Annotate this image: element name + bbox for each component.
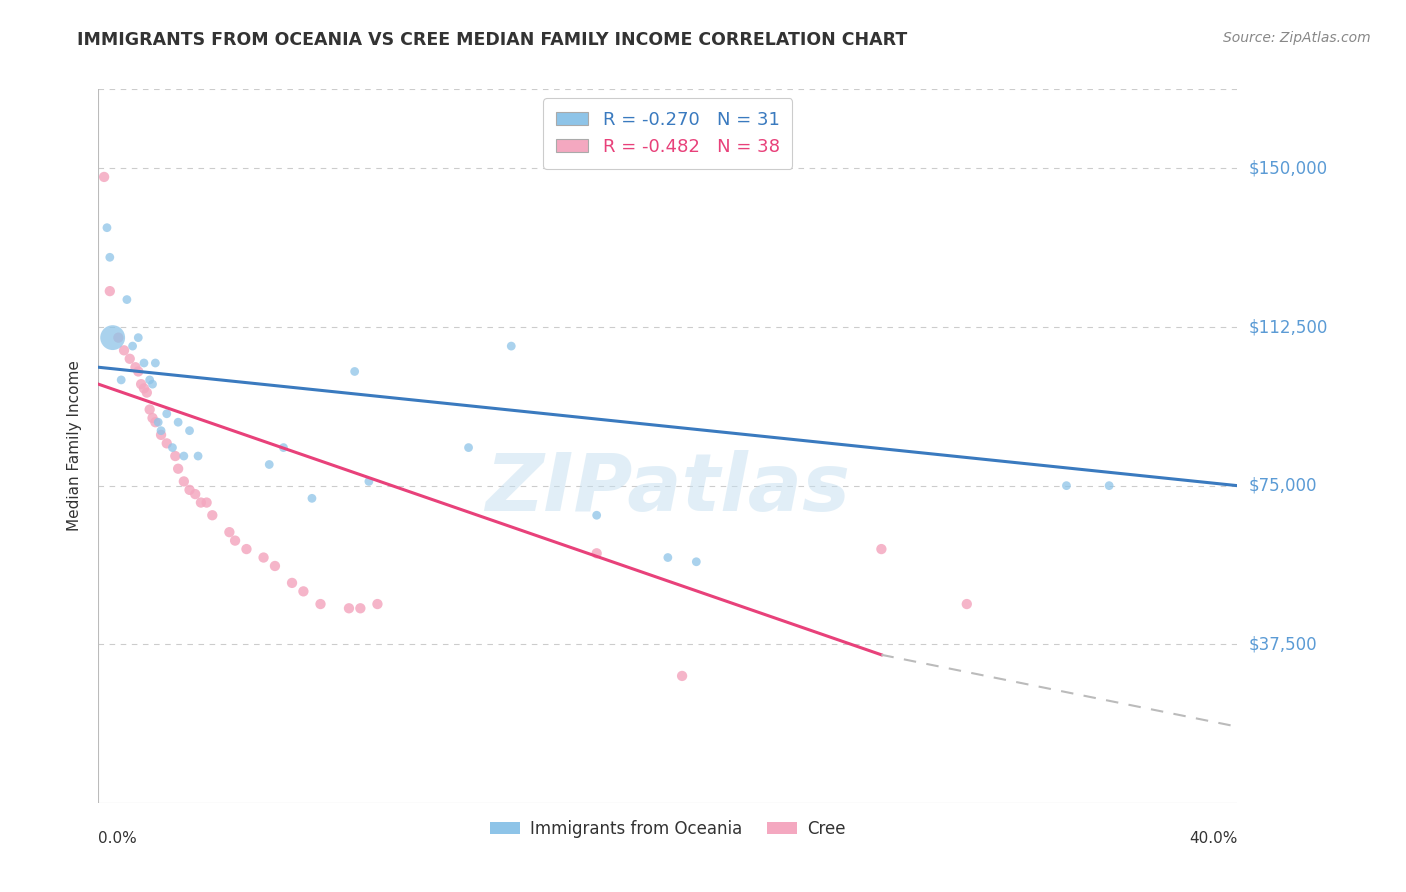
- Point: [112, 343, 135, 358]
- Point: [201, 508, 224, 523]
- Y-axis label: Median Family Income: Median Family Income: [67, 360, 83, 532]
- Point: [184, 487, 207, 501]
- Text: Source: ZipAtlas.com: Source: ZipAtlas.com: [1223, 31, 1371, 45]
- Point: [187, 449, 209, 463]
- Point: [224, 533, 246, 548]
- Point: [173, 475, 195, 489]
- Point: [162, 441, 184, 455]
- Legend: Immigrants from Oceania, Cree: Immigrants from Oceania, Cree: [484, 814, 852, 845]
- Point: [165, 449, 187, 463]
- Point: [366, 597, 388, 611]
- Point: [141, 377, 163, 392]
- Point: [135, 385, 157, 400]
- Point: [156, 436, 179, 450]
- Point: [870, 542, 893, 557]
- Point: [132, 381, 155, 395]
- Point: [337, 601, 360, 615]
- Point: [150, 428, 173, 442]
- Point: [93, 169, 115, 184]
- Point: [96, 220, 118, 235]
- Point: [671, 669, 693, 683]
- Point: [956, 597, 979, 611]
- Point: [195, 495, 218, 509]
- Point: [585, 508, 607, 523]
- Point: [156, 407, 179, 421]
- Point: [1098, 478, 1121, 492]
- Point: [167, 461, 190, 475]
- Point: [138, 373, 160, 387]
- Point: [127, 331, 149, 345]
- Text: 40.0%: 40.0%: [1189, 831, 1237, 847]
- Point: [657, 550, 679, 565]
- Point: [107, 331, 129, 345]
- Point: [457, 441, 479, 455]
- Text: $37,500: $37,500: [1249, 635, 1317, 653]
- Point: [98, 250, 121, 264]
- Point: [173, 449, 195, 463]
- Point: [585, 546, 607, 560]
- Point: [357, 475, 380, 489]
- Point: [148, 415, 170, 429]
- Point: [190, 495, 212, 509]
- Point: [145, 415, 167, 429]
- Point: [132, 356, 155, 370]
- Point: [124, 360, 146, 375]
- Text: $75,000: $75,000: [1249, 476, 1317, 495]
- Point: [1056, 478, 1078, 492]
- Point: [501, 339, 523, 353]
- Point: [141, 411, 163, 425]
- Point: [264, 559, 287, 574]
- Point: [235, 542, 257, 557]
- Point: [145, 356, 167, 370]
- Point: [138, 402, 160, 417]
- Point: [150, 424, 173, 438]
- Text: $150,000: $150,000: [1249, 160, 1327, 178]
- Point: [110, 373, 132, 387]
- Point: [98, 284, 121, 298]
- Point: [301, 491, 323, 506]
- Point: [259, 458, 281, 472]
- Point: [118, 351, 141, 366]
- Text: ZIPatlas: ZIPatlas: [485, 450, 851, 528]
- Point: [349, 601, 371, 615]
- Text: 0.0%: 0.0%: [98, 831, 138, 847]
- Point: [101, 331, 124, 345]
- Point: [115, 293, 138, 307]
- Point: [218, 525, 240, 540]
- Point: [127, 364, 149, 378]
- Text: IMMIGRANTS FROM OCEANIA VS CREE MEDIAN FAMILY INCOME CORRELATION CHART: IMMIGRANTS FROM OCEANIA VS CREE MEDIAN F…: [77, 31, 908, 49]
- Point: [179, 424, 201, 438]
- Point: [343, 364, 366, 378]
- Point: [309, 597, 332, 611]
- Text: $112,500: $112,500: [1249, 318, 1327, 336]
- Point: [252, 550, 274, 565]
- Point: [179, 483, 201, 497]
- Point: [121, 339, 143, 353]
- Point: [129, 377, 152, 392]
- Point: [685, 555, 707, 569]
- Point: [281, 575, 304, 590]
- Point: [167, 415, 190, 429]
- Point: [292, 584, 315, 599]
- Point: [273, 441, 295, 455]
